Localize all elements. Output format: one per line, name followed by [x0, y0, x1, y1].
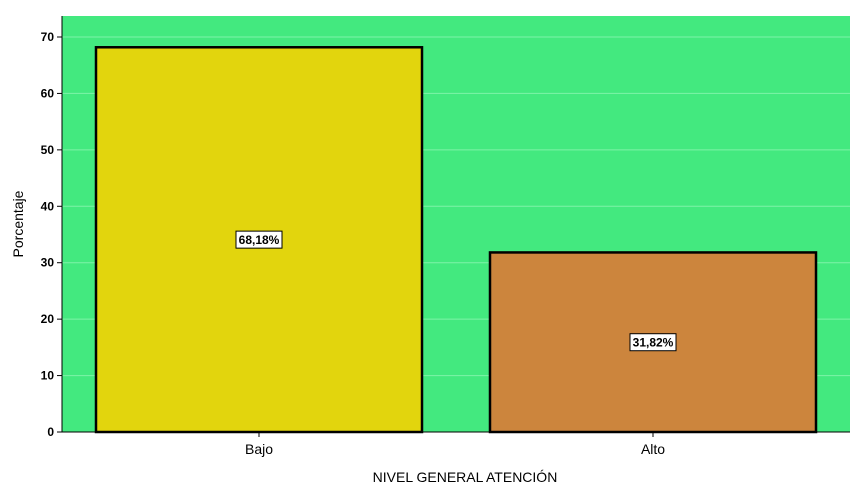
y-tick-label: 50 — [41, 143, 55, 157]
y-tick-label: 20 — [41, 312, 55, 326]
y-tick-label: 40 — [41, 199, 55, 213]
x-category-label: Bajo — [245, 441, 273, 457]
y-tick-label: 0 — [47, 425, 54, 439]
data-label: 68,18% — [239, 233, 280, 247]
y-tick-label: 60 — [41, 86, 55, 100]
y-tick-label: 10 — [41, 369, 55, 383]
data-label: 31,82% — [633, 336, 674, 350]
x-category-label: Alto — [641, 441, 665, 457]
y-axis-ticks: 0 10 20 30 40 50 60 70 — [41, 30, 62, 439]
y-tick-label: 30 — [41, 256, 55, 270]
bars: 68,18% 31,82% — [94, 46, 818, 434]
x-axis-categories: Bajo Alto — [245, 432, 665, 457]
y-tick-label: 70 — [41, 30, 55, 44]
x-axis-title: NIVEL GENERAL ATENCIÓN — [373, 469, 558, 485]
y-axis-title: Porcentaje — [10, 190, 26, 257]
data-label-box — [235, 230, 283, 249]
data-label-box — [629, 333, 677, 352]
